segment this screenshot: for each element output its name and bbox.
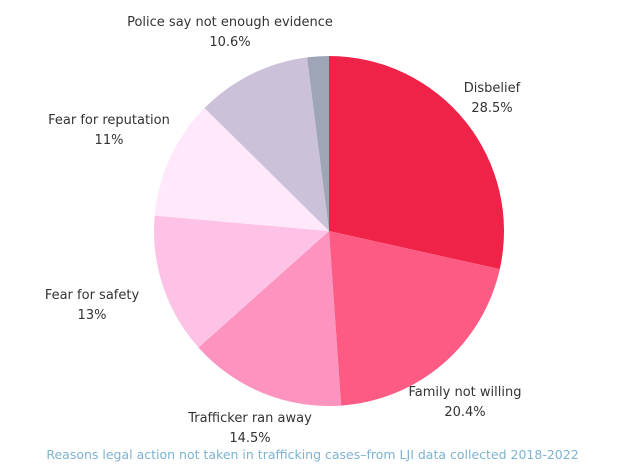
pie-slice	[154, 215, 329, 348]
slice-label: Police say not enough evidence	[127, 15, 333, 30]
slice-label: Fear for reputation	[48, 113, 170, 128]
pie-slice	[198, 231, 342, 406]
pie-slice	[154, 108, 329, 231]
slice-value-label: 14.5%	[229, 431, 270, 446]
slice-value-label: 20.4%	[444, 405, 485, 420]
slice-value-label: 28.5%	[471, 101, 512, 116]
pie-slice	[329, 56, 504, 270]
slice-label: Trafficker ran away	[187, 411, 312, 426]
pie-slice	[204, 57, 329, 231]
slice-label: Disbelief	[464, 81, 521, 96]
slice-value-label: 13%	[78, 308, 107, 323]
slice-label: Family not willing	[409, 385, 522, 400]
pie-slice	[307, 56, 329, 231]
slice-value-label: 11%	[95, 133, 124, 148]
pie-slice	[329, 231, 500, 406]
slice-value-label: 10.6%	[209, 35, 250, 50]
slice-label: Fear for safety	[45, 288, 140, 303]
chart-caption: Reasons legal action not taken in traffi…	[46, 447, 579, 462]
